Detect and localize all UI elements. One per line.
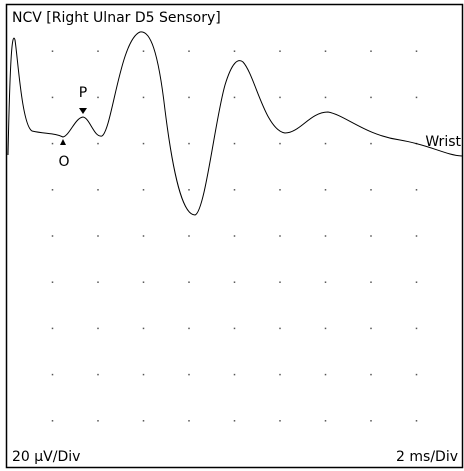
grid-dot [279, 420, 281, 422]
grid-dot [415, 373, 418, 376]
grid-dot [97, 373, 99, 376]
peak-marker [79, 108, 87, 114]
grid-dot [51, 235, 54, 237]
grid-dot [370, 189, 372, 191]
grid-dot [97, 327, 99, 330]
grid-dot [51, 189, 54, 191]
grid-dot [279, 189, 281, 191]
grid-dot [188, 373, 190, 376]
grid-dot [415, 281, 418, 283]
grid-dot [142, 50, 145, 52]
grid-dot [142, 420, 145, 422]
grid-dot [97, 235, 99, 237]
grid-dot [324, 327, 327, 330]
grid-dot [279, 142, 281, 145]
grid-dot [142, 235, 145, 237]
grid-dot [324, 96, 327, 99]
grid-dot [233, 142, 236, 145]
grid-dot [97, 142, 99, 145]
grid-dot [51, 142, 54, 145]
grid-dot [415, 96, 418, 99]
grid-dot [188, 142, 190, 145]
grid-dot [188, 281, 190, 283]
grid-dot [188, 327, 190, 330]
grid-dot [324, 420, 327, 422]
grid-dot [370, 281, 372, 283]
grid-dot [97, 50, 99, 52]
grid-dot [324, 235, 327, 237]
grid-dot [233, 235, 236, 237]
grid-dot [324, 142, 327, 145]
grid-dot [279, 235, 281, 237]
vertical-scale: 20 µV/Div [12, 449, 80, 465]
grid-dots [51, 50, 418, 422]
grid-dot [51, 420, 54, 422]
grid-dot [188, 50, 190, 52]
horizontal-scale: 2 ms/Div [396, 449, 458, 465]
grid-dot [370, 235, 372, 237]
grid-dot [370, 96, 372, 99]
onset-marker [60, 139, 66, 145]
grid-dot [97, 96, 99, 99]
grid-dot [370, 420, 372, 422]
grid-dot [233, 189, 236, 191]
grid-dot [97, 420, 99, 422]
grid-dot [415, 189, 418, 191]
grid-dot [142, 373, 145, 376]
grid-dot [51, 373, 54, 376]
grid-dot [142, 281, 145, 283]
grid-dot [188, 420, 190, 422]
grid-dot [324, 281, 327, 283]
grid-dot [51, 50, 54, 52]
grid-dot [324, 189, 327, 191]
grid-dot [233, 50, 236, 52]
grid-dot [51, 281, 54, 283]
grid-dot [370, 327, 372, 330]
grid-dot [97, 281, 99, 283]
grid-dot [415, 235, 418, 237]
grid-dot [415, 420, 418, 422]
title: NCV [Right Ulnar D5 Sensory] [12, 10, 221, 26]
grid-dot [142, 189, 145, 191]
grid-dot [370, 50, 372, 52]
onset-label: O [58, 154, 69, 170]
grid-dot [233, 373, 236, 376]
grid-dot [233, 96, 236, 99]
grid-dot [142, 327, 145, 330]
grid-dot [233, 420, 236, 422]
grid-dot [279, 50, 281, 52]
grid-dot [324, 50, 327, 52]
grid-dot [279, 327, 281, 330]
grid-dot [142, 142, 145, 145]
grid-dot [415, 50, 418, 52]
grid-dot [51, 96, 54, 99]
grid-dot [324, 373, 327, 376]
grid-dot [97, 189, 99, 191]
grid-dot [188, 235, 190, 237]
grid-dot [415, 327, 418, 330]
grid-dot [233, 281, 236, 283]
grid-dot [233, 327, 236, 330]
trace-label: Wrist [425, 134, 461, 150]
grid-dot [188, 189, 190, 191]
waveform [7, 31, 463, 216]
grid-dot [279, 281, 281, 283]
grid-dot [142, 96, 145, 99]
grid-dot [51, 327, 54, 330]
peak-label: P [79, 85, 87, 101]
grid-dot [188, 96, 190, 99]
grid-dot [279, 96, 281, 99]
grid-dot [279, 373, 281, 376]
grid-dot [370, 142, 372, 145]
grid-dot [370, 373, 372, 376]
